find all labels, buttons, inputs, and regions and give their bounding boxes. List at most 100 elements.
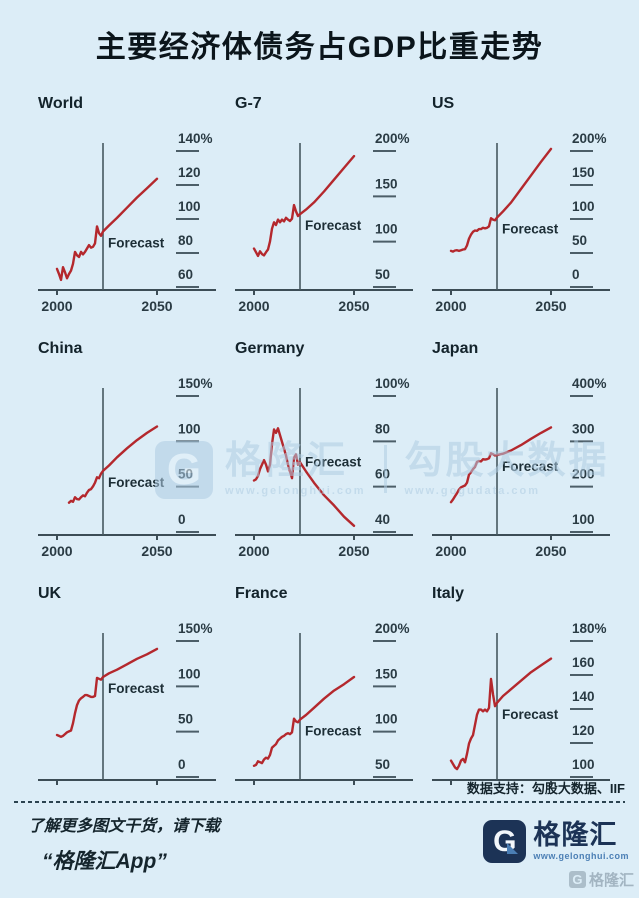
chart-uk: UK 150% 100 50 0 Forecast [38,585,216,789]
chart-japan: Japan 400% 300 200 100 2000 2050 Forecast [432,340,610,568]
x-tick-label: 2000 [41,298,72,314]
chart-title: World [38,95,84,112]
data-line [252,427,356,528]
chart-us: US 200% 150 100 50 0 2000 2050 Forecast [432,95,610,323]
data-line [449,426,553,504]
y-tick-label: 80 [178,233,193,248]
y-tick-label: 100 [375,712,398,727]
chart-canvas: 200% 150 100 50 2000 2050 Forecast [235,131,413,314]
chart-title: Japan [432,340,479,357]
data-line [252,675,356,768]
chart-title: UK [38,585,62,602]
y-tick-label: 200% [375,131,410,146]
logo-brand-text: 格隆汇 [533,820,618,850]
dotted-divider [14,801,625,803]
data-line [55,647,159,739]
corner-watermark: G 格隆汇 [568,869,634,890]
y-tick-label: 100 [178,199,201,214]
x-tick-label: 2050 [141,543,172,559]
x-tick-label: 2050 [338,543,369,559]
forecast-label: Forecast [305,218,362,233]
charts-grid: World 140% 120 100 80 60 2000 2050 Forecast G-7 20… [38,95,610,789]
y-tick-label: 50 [375,267,390,282]
y-tick-label: 150 [572,165,595,180]
x-tick-label: 2050 [338,298,369,314]
chart-germany: Germany 100% 80 60 40 2000 2050 Forecast [235,340,413,568]
y-tick-label: 100 [178,421,201,436]
x-tick-label: 2000 [238,543,269,559]
corner-watermark-text: 格隆汇 [588,872,634,889]
y-tick-label: 50 [178,712,193,727]
x-tick-label: 2000 [238,298,269,314]
y-tick-label: 200% [375,621,410,636]
y-tick-label: 0 [178,512,186,527]
x-tick-label: 2050 [535,543,566,559]
y-tick-label: 100 [572,199,595,214]
chart-title: China [38,340,83,357]
chart-title: G-7 [235,95,262,112]
gelonghui-logo-icon: G [483,820,527,863]
x-tick-label: 2050 [535,298,566,314]
chart-title: US [432,95,455,112]
y-tick-label: 140 [572,689,595,704]
y-tick-label: 50 [375,757,390,772]
chart-canvas: 150% 100 50 0 Forecast [38,621,216,785]
forecast-label: Forecast [502,459,559,474]
forecast-label: Forecast [108,236,165,251]
y-tick-label: 80 [375,421,390,436]
y-tick-label: 0 [178,757,186,772]
y-tick-label: 50 [572,233,587,248]
forecast-label: Forecast [502,707,559,722]
chart-canvas: 140% 120 100 80 60 2000 2050 Forecast [38,131,216,314]
y-tick-label: 100 [572,512,595,527]
y-tick-label: 150 [375,666,398,681]
forecast-label: Forecast [108,681,165,696]
y-tick-label: 200% [572,131,607,146]
forecast-label: Forecast [502,222,559,237]
y-tick-label: 100 [178,666,201,681]
forecast-label: Forecast [305,724,362,739]
x-tick-label: 2050 [141,298,172,314]
footer-tagline: 了解更多图文干货，请下载 [28,818,221,835]
y-tick-label: 60 [178,267,193,282]
gelonghui-logo: G 格隆汇 www.gelonghui.com [483,820,629,863]
chart-canvas: 100% 80 60 40 2000 2050 Forecast [235,376,413,559]
y-tick-label: 0 [572,267,580,282]
y-tick-label: 180% [572,621,607,636]
chart-g-7: G-7 200% 150 100 50 2000 2050 Forecast [235,95,413,323]
y-tick-label: 200 [572,467,595,482]
forecast-label: Forecast [305,454,362,469]
chart-world: World 140% 120 100 80 60 2000 2050 Forecast [38,95,216,323]
logo-url-text: www.gelonghui.com [533,851,629,861]
data-line [449,147,553,253]
y-tick-label: 160 [572,655,595,670]
x-tick-label: 2000 [435,298,466,314]
y-tick-label: 120 [572,723,595,738]
forecast-label: Forecast [108,475,165,490]
chart-title: France [235,585,288,602]
y-tick-label: 150% [178,621,213,636]
data-line [449,657,553,771]
chart-canvas: 180% 160 140 120 100 Forecast [432,621,610,785]
logo-text-block: 格隆汇 www.gelonghui.com [533,822,629,861]
logo-arrow-icon [507,843,519,854]
x-tick-label: 2000 [435,543,466,559]
y-tick-label: 50 [178,467,193,482]
corner-logo-icon: G [568,871,586,888]
data-line [55,177,159,282]
chart-title: Germany [235,340,305,357]
y-tick-label: 100 [375,222,398,237]
x-tick-label: 2000 [41,543,72,559]
chart-canvas: 400% 300 200 100 2000 2050 Forecast [432,376,610,559]
y-tick-label: 400% [572,376,607,391]
chart-china: China 150% 100 50 0 2000 2050 Forecast [38,340,216,568]
chart-canvas: 150% 100 50 0 2000 2050 Forecast [38,376,216,559]
page-title: 主要经济体债务占GDP比重走势 [95,31,544,64]
chart-canvas: 200% 150 100 50 0 2000 2050 Forecast [432,131,610,314]
y-tick-label: 40 [375,512,390,527]
chart-france: France 200% 150 100 50 Forecast [235,585,413,789]
chart-title: Italy [432,585,465,602]
y-tick-label: 100% [375,376,410,391]
y-tick-label: 300 [572,421,595,436]
